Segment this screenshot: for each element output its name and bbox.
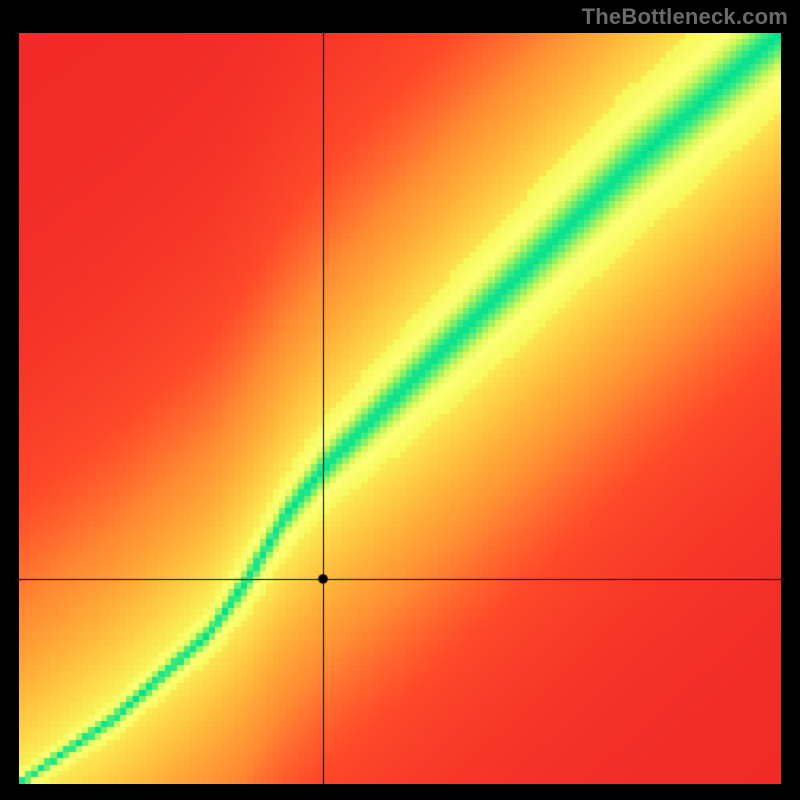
chart-container: TheBottleneck.com (0, 0, 800, 800)
bottleneck-heatmap (19, 33, 781, 784)
attribution-text: TheBottleneck.com (582, 4, 788, 30)
plot-area (19, 33, 781, 784)
